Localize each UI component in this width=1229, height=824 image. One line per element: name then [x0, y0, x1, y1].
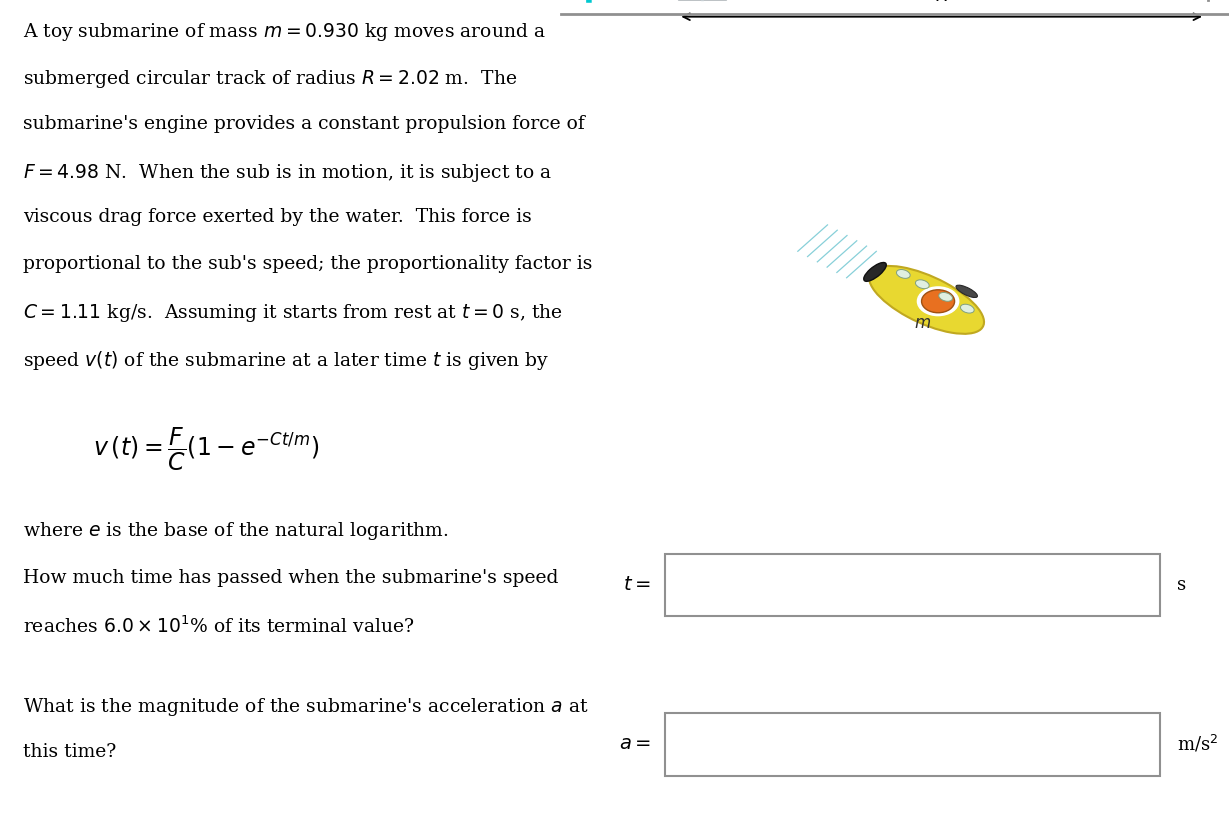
Text: s: s — [1177, 576, 1186, 594]
Ellipse shape — [916, 280, 929, 288]
Text: A toy submarine of mass $m = 0.930$ kg moves around a: A toy submarine of mass $m = 0.930$ kg m… — [23, 21, 546, 43]
Text: $a =$: $a =$ — [618, 735, 651, 753]
Text: submarine's engine provides a constant propulsion force of: submarine's engine provides a constant p… — [23, 115, 585, 133]
Ellipse shape — [896, 269, 911, 279]
Ellipse shape — [869, 266, 984, 334]
Ellipse shape — [956, 285, 977, 297]
Circle shape — [917, 287, 959, 316]
Text: this time?: this time? — [23, 743, 117, 761]
Text: m/s$^2$: m/s$^2$ — [1177, 734, 1219, 755]
Ellipse shape — [939, 293, 952, 302]
Text: $m$: $m$ — [914, 315, 930, 331]
Ellipse shape — [960, 304, 975, 313]
FancyBboxPatch shape — [665, 714, 1160, 775]
Text: speed $v(t)$ of the submarine at a later time $t$ is given by: speed $v(t)$ of the submarine at a later… — [23, 349, 549, 372]
Circle shape — [922, 290, 955, 313]
Text: $F = 4.98$ N.  When the sub is in motion, it is subject to a: $F = 4.98$ N. When the sub is in motion,… — [23, 162, 552, 184]
Text: What is the magnitude of the submarine's acceleration $a$ at: What is the magnitude of the submarine's… — [23, 696, 589, 719]
Text: proportional to the sub's speed; the proportionality factor is: proportional to the sub's speed; the pro… — [23, 255, 592, 274]
Text: submerged circular track of radius $R = 2.02$ m.  The: submerged circular track of radius $R = … — [23, 68, 517, 90]
Text: where $e$ is the base of the natural logarithm.: where $e$ is the base of the natural log… — [23, 520, 449, 542]
Ellipse shape — [864, 263, 886, 281]
Text: $v\,(t) = \dfrac{F}{C}\left(1 - e^{-Ct/m}\right)$: $v\,(t) = \dfrac{F}{C}\left(1 - e^{-Ct/m… — [93, 425, 320, 472]
Text: reaches $6.0 \times 10^1$% of its terminal value?: reaches $6.0 \times 10^1$% of its termin… — [23, 616, 415, 637]
Text: $C = 1.11$ kg/s.  Assuming it starts from rest at $t = 0$ s, the: $C = 1.11$ kg/s. Assuming it starts from… — [23, 302, 563, 325]
FancyBboxPatch shape — [665, 554, 1160, 616]
Text: $t =$: $t =$ — [623, 576, 651, 594]
Text: viscous drag force exerted by the water.  This force is: viscous drag force exerted by the water.… — [23, 208, 532, 227]
Text: How much time has passed when the submarine's speed: How much time has passed when the submar… — [23, 569, 558, 587]
Text: $R$: $R$ — [935, 0, 948, 5]
